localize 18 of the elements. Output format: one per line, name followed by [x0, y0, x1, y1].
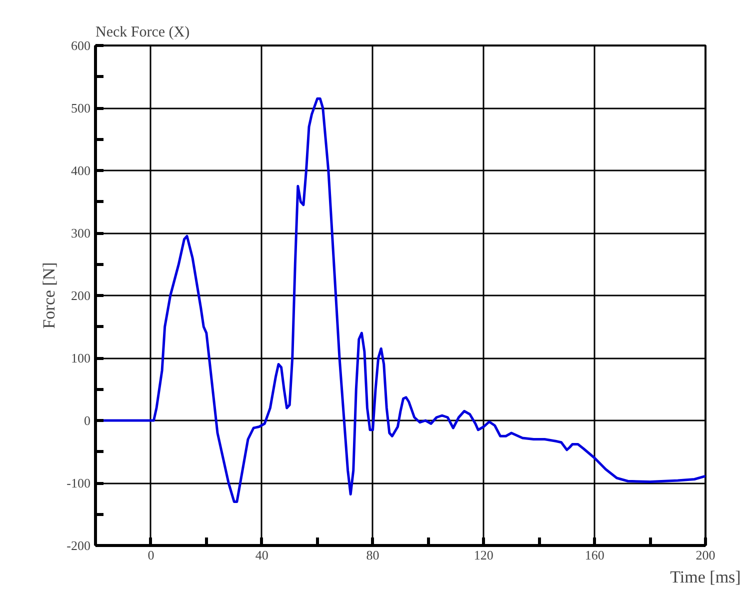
x-tick-label: 0 [148, 548, 154, 562]
x-tick-label: 160 [584, 548, 604, 562]
y-tick-label: 600 [71, 38, 90, 53]
y-tick-label: 500 [71, 100, 90, 116]
x-tick-label: 80 [366, 548, 380, 562]
chart-title: Neck Force (X) [96, 24, 190, 40]
y-tick-label: 400 [71, 163, 90, 178]
y-tick-label: 200 [71, 288, 90, 303]
y-tick-label: 300 [71, 226, 90, 240]
x-tick-label: 120 [474, 548, 494, 562]
y-tick-label: 0 [84, 413, 90, 428]
x-axis-title: Time [ms] [670, 568, 741, 586]
y-tick-label: -200 [66, 538, 91, 553]
y-axis-title: Force [N] [40, 262, 59, 329]
x-tick-label: 200 [696, 548, 716, 562]
x-tick-label: 40 [255, 548, 268, 562]
y-tick-label: -100 [66, 476, 91, 490]
y-tick-label: 100 [71, 350, 90, 366]
